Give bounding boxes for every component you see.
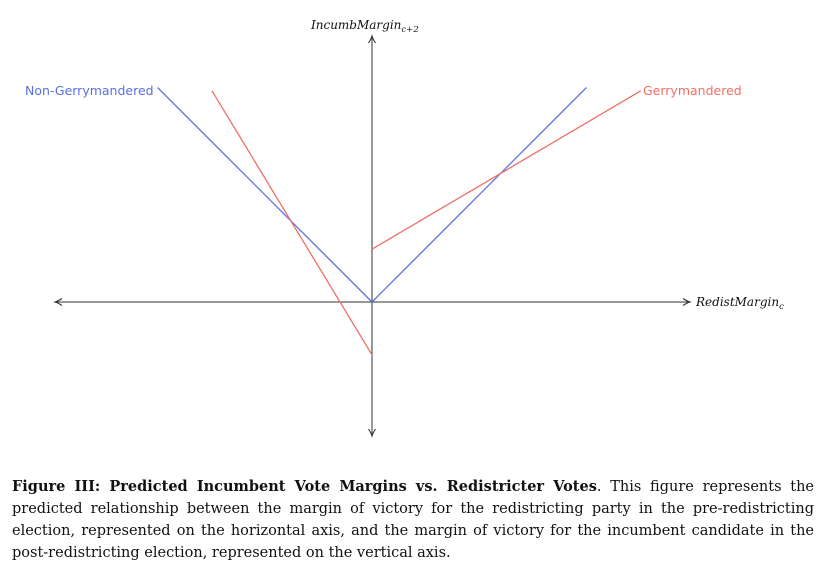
figure-canvas: RedistMarginc IncumbMarginc+2 Non-Gerrym… — [25, 18, 784, 460]
legend-non-gerrymandered: Non-Gerrymandered — [25, 83, 154, 98]
series-layer — [157, 87, 642, 356]
non-gerrymandered-line-segment-2 — [371, 87, 587, 303]
x-axis-label: RedistMarginc — [695, 295, 784, 312]
gerrymandered-line-segment-2 — [371, 90, 642, 250]
caption-title: Figure III: Predicted Incumbent Vote Mar… — [12, 478, 597, 495]
caption-body: . This figure represents the predicted r… — [12, 479, 814, 561]
y-axis-label: IncumbMarginc+2 — [310, 18, 419, 35]
non-gerrymandered-line-segment-1 — [157, 87, 373, 303]
figure-caption: Figure III: Predicted Incumbent Vote Mar… — [12, 476, 814, 564]
gerrymandered-line-segment-1 — [211, 90, 373, 356]
legend-gerrymandered: Gerrymandered — [643, 83, 742, 98]
